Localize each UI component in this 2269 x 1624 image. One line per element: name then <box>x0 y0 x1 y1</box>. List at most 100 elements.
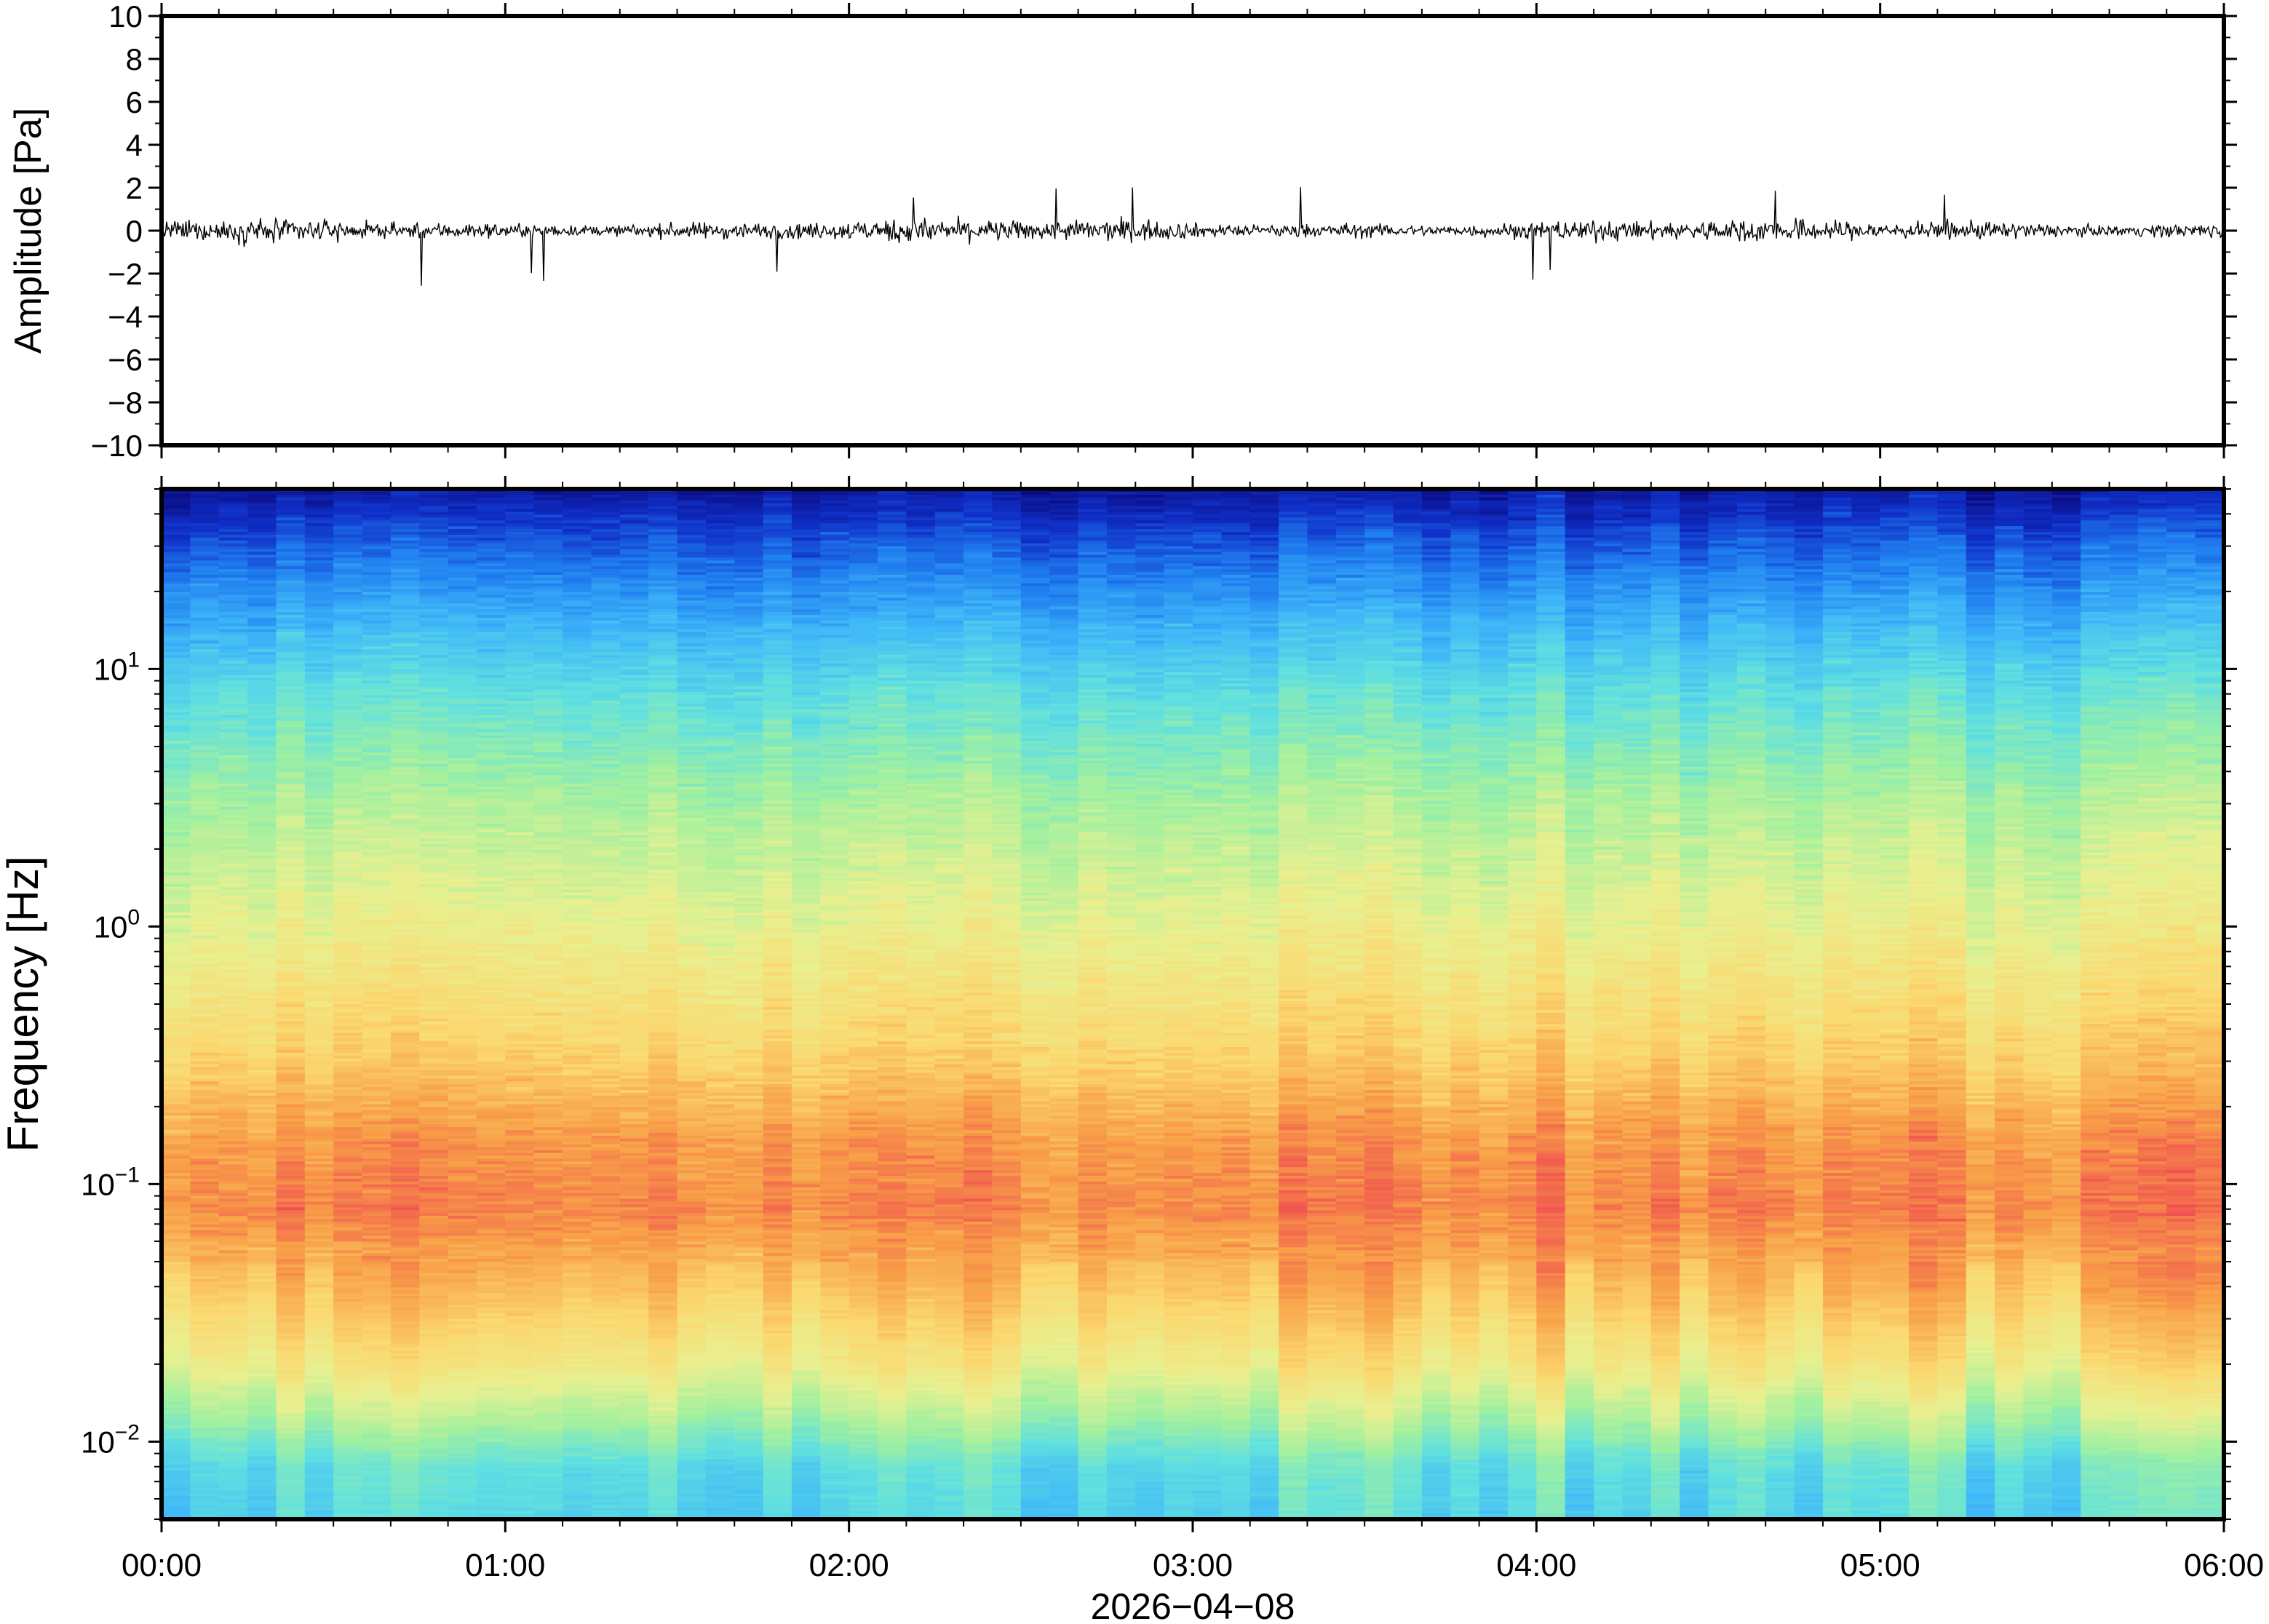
spectrogram-cell <box>619 560 649 565</box>
spectrogram-cell <box>1479 612 1509 616</box>
spectrogram-cell <box>1594 491 1624 495</box>
spectrogram-cell <box>563 569 592 573</box>
spectrogram-cell <box>2023 534 2053 538</box>
spectrogram-cell <box>791 620 822 624</box>
spectrogram-cell <box>390 526 421 530</box>
spectrogram-cell <box>533 615 563 618</box>
spectrogram-cell <box>963 560 993 565</box>
spectrogram-cell <box>1164 572 1193 576</box>
spectrogram-cell <box>1594 526 1624 530</box>
spectrogram-cell <box>1307 512 1337 516</box>
spectrogram-cell <box>218 563 248 567</box>
spectrogram-cell <box>1106 623 1137 627</box>
spectrogram-cell <box>304 500 334 504</box>
spectrogram-cell <box>533 612 563 616</box>
spectrogram-cell <box>1680 543 1709 547</box>
spectrogram-cell <box>1594 540 1624 544</box>
spectrogram-cell <box>419 589 449 593</box>
spectrogram-cell <box>533 546 563 550</box>
spectrogram-cell <box>2195 618 2224 621</box>
spectrogram-cell <box>849 609 878 613</box>
spectrogram-cell <box>333 592 363 596</box>
spectrogram-cell <box>162 537 191 541</box>
spectrogram-cell <box>648 572 678 576</box>
spectrogram-cell <box>1164 600 1193 605</box>
spectrogram-cell <box>1249 569 1279 573</box>
spectrogram-cell <box>1307 597 1337 602</box>
spectrogram-cell <box>1708 517 1738 522</box>
spectrogram-cell <box>1193 491 1223 495</box>
spectrogram-cell <box>2166 606 2196 610</box>
spectrogram-cell <box>705 597 736 602</box>
spectrogram-cell <box>1851 615 1881 618</box>
spectrogram-cell <box>1880 549 1910 553</box>
spectrogram-cell <box>1565 512 1594 516</box>
spectrogram-cell <box>1507 560 1538 565</box>
spectrogram-cell <box>1708 529 1738 533</box>
spectrogram-cell <box>1221 509 1251 513</box>
spectrogram-cell <box>1594 618 1624 621</box>
spectrogram-cell <box>934 554 964 559</box>
spectrogram-cell <box>2166 589 2196 593</box>
spectrogram-cell <box>1049 580 1079 584</box>
spectrogram-cell <box>1708 514 1738 519</box>
spectrogram-cell <box>2195 532 2224 536</box>
spectrogram-cell <box>1020 514 1050 519</box>
spectrogram-cell <box>276 566 306 570</box>
spectrogram-cell <box>533 514 563 519</box>
spectrogram-cell <box>1249 552 1279 556</box>
spectrogram-cell <box>1078 606 1108 610</box>
spectrogram-cell <box>1364 589 1394 593</box>
spectrogram-cell <box>1164 563 1193 567</box>
spectrogram-cell <box>2137 506 2168 510</box>
spectrogram-cell <box>677 552 707 556</box>
spectrogram-cell <box>1650 577 1680 581</box>
spectrogram-cell <box>304 526 334 530</box>
spectrogram-cell <box>1909 583 1939 587</box>
spectrogram-cell <box>1507 603 1538 608</box>
spectrogram-cell <box>1450 586 1480 590</box>
spectrogram-cell <box>791 546 822 550</box>
spectrogram-cell <box>619 514 649 519</box>
spectrogram-cell <box>448 609 477 613</box>
spectrogram-cell <box>619 592 649 596</box>
spectrogram-cell <box>1393 566 1423 570</box>
spectrogram-cell <box>677 509 707 513</box>
spectrogram-cell <box>1622 494 1652 498</box>
spectrogram-cell <box>1937 554 1967 559</box>
spectrogram-cell <box>276 560 306 565</box>
spectrogram-cell <box>1536 552 1566 556</box>
spectrogram-cell <box>333 517 363 522</box>
spectrogram-cell <box>304 494 334 498</box>
spectrogram-cell <box>1106 529 1137 533</box>
spectrogram-cell <box>2109 537 2139 541</box>
spectrogram-cell <box>1966 543 1995 547</box>
spectrogram-cell <box>619 554 649 559</box>
spectrogram-cell <box>705 523 736 527</box>
spectrogram-cell <box>1708 572 1738 576</box>
spectrogram-cell <box>276 603 306 608</box>
spectrogram-cell <box>1335 609 1365 613</box>
spectrogram-cell <box>448 569 477 573</box>
spectrogram-cell <box>448 618 477 621</box>
spectrogram-cell <box>820 560 850 565</box>
spectrogram-cell <box>1622 523 1652 527</box>
spectrogram-cell <box>333 540 363 544</box>
spectrogram-cell <box>505 583 535 587</box>
spectrogram-cell <box>2166 563 2196 567</box>
spectrogram-cell <box>1421 572 1452 576</box>
spectrogram-cell <box>390 589 421 593</box>
spectrogram-cell <box>1650 554 1680 559</box>
spectrogram-cell <box>849 520 878 524</box>
spectrogram-cell <box>1450 503 1480 507</box>
spectrogram-cell <box>1421 557 1452 562</box>
spectrogram-cell <box>1650 620 1680 624</box>
spectrogram-cell <box>1421 503 1452 507</box>
spectrogram-cell <box>849 514 878 519</box>
spectrogram-cell <box>1020 549 1050 553</box>
spectrogram-cell <box>878 517 907 522</box>
spectrogram-cell <box>162 606 191 610</box>
spectrogram-cell <box>1221 546 1251 550</box>
spectrogram-cell <box>1164 609 1193 613</box>
spectrogram-cell <box>705 517 736 522</box>
